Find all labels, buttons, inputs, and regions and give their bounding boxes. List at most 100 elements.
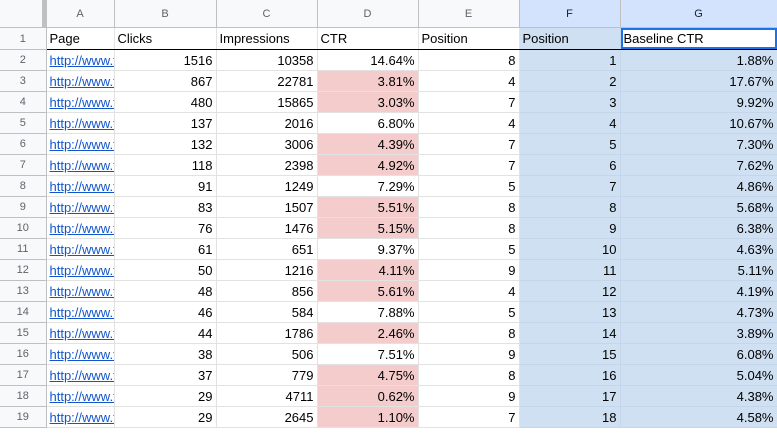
row-number[interactable]: 13 bbox=[0, 280, 47, 302]
page-url-cell[interactable]: http://www.t bbox=[46, 49, 115, 71]
position-cell[interactable]: 8 bbox=[418, 196, 520, 218]
baseline-position-cell[interactable]: 11 bbox=[519, 259, 621, 281]
baseline-position-cell[interactable]: 4 bbox=[519, 112, 621, 134]
clicks-cell[interactable]: 44 bbox=[114, 322, 217, 344]
impressions-cell[interactable]: 2016 bbox=[216, 112, 318, 134]
baseline-position-cell[interactable]: 1 bbox=[519, 49, 621, 71]
clicks-cell[interactable]: 50 bbox=[114, 259, 217, 281]
baseline-ctr-cell[interactable]: 3.89% bbox=[620, 322, 777, 344]
ctr-cell[interactable]: 1.10% bbox=[317, 406, 419, 428]
impressions-cell[interactable]: 1786 bbox=[216, 322, 318, 344]
ctr-cell[interactable]: 7.51% bbox=[317, 343, 419, 365]
baseline-position-cell[interactable]: 2 bbox=[519, 70, 621, 92]
impressions-cell[interactable]: 856 bbox=[216, 280, 318, 302]
ctr-cell[interactable]: 4.92% bbox=[317, 154, 419, 176]
row-number[interactable]: 2 bbox=[0, 49, 47, 71]
baseline-position-cell[interactable]: 18 bbox=[519, 406, 621, 428]
row-number[interactable]: 16 bbox=[0, 343, 47, 365]
baseline-ctr-cell[interactable]: 6.38% bbox=[620, 217, 777, 239]
page-url-cell[interactable]: http://www.t bbox=[46, 364, 115, 386]
clicks-cell[interactable]: 480 bbox=[114, 91, 217, 113]
baseline-position-cell[interactable]: 6 bbox=[519, 154, 621, 176]
impressions-cell[interactable]: 1216 bbox=[216, 259, 318, 281]
baseline-position-cell[interactable]: 12 bbox=[519, 280, 621, 302]
baseline-ctr-cell[interactable]: 9.92% bbox=[620, 91, 777, 113]
ctr-cell[interactable]: 4.75% bbox=[317, 364, 419, 386]
baseline-ctr-cell[interactable]: 5.68% bbox=[620, 196, 777, 218]
row-number[interactable]: 17 bbox=[0, 364, 47, 386]
page-url-cell[interactable]: http://www.t bbox=[46, 322, 115, 344]
row-number[interactable]: 14 bbox=[0, 301, 47, 323]
position-cell[interactable]: 4 bbox=[418, 112, 520, 134]
page-url-cell[interactable]: http://www.t bbox=[46, 196, 115, 218]
clicks-cell[interactable]: 37 bbox=[114, 364, 217, 386]
impressions-cell[interactable]: 506 bbox=[216, 343, 318, 365]
column-header-c[interactable]: C bbox=[216, 0, 318, 28]
header-cell-clicks[interactable]: Clicks bbox=[114, 27, 217, 50]
ctr-cell[interactable]: 4.39% bbox=[317, 133, 419, 155]
baseline-ctr-cell[interactable]: 4.19% bbox=[620, 280, 777, 302]
baseline-position-cell[interactable]: 7 bbox=[519, 175, 621, 197]
column-header-d[interactable]: D bbox=[317, 0, 419, 28]
clicks-cell[interactable]: 76 bbox=[114, 217, 217, 239]
clicks-cell[interactable]: 1516 bbox=[114, 49, 217, 71]
impressions-cell[interactable]: 15865 bbox=[216, 91, 318, 113]
impressions-cell[interactable]: 2398 bbox=[216, 154, 318, 176]
row-number[interactable]: 1 bbox=[0, 27, 47, 50]
impressions-cell[interactable]: 651 bbox=[216, 238, 318, 260]
clicks-cell[interactable]: 118 bbox=[114, 154, 217, 176]
row-number[interactable]: 6 bbox=[0, 133, 47, 155]
ctr-cell[interactable]: 5.61% bbox=[317, 280, 419, 302]
baseline-position-cell[interactable]: 3 bbox=[519, 91, 621, 113]
impressions-cell[interactable]: 22781 bbox=[216, 70, 318, 92]
ctr-cell[interactable]: 5.51% bbox=[317, 196, 419, 218]
ctr-cell[interactable]: 3.81% bbox=[317, 70, 419, 92]
header-cell-baseline-ctr[interactable]: Baseline CTR bbox=[620, 27, 777, 50]
row-number[interactable]: 5 bbox=[0, 112, 47, 134]
page-url-cell[interactable]: http://www.t bbox=[46, 112, 115, 134]
ctr-cell[interactable]: 9.37% bbox=[317, 238, 419, 260]
position-cell[interactable]: 9 bbox=[418, 385, 520, 407]
row-number[interactable]: 4 bbox=[0, 91, 47, 113]
baseline-ctr-cell[interactable]: 4.63% bbox=[620, 238, 777, 260]
row-number[interactable]: 12 bbox=[0, 259, 47, 281]
page-url-cell[interactable]: http://www.t bbox=[46, 406, 115, 428]
page-url-cell[interactable]: http://www.t bbox=[46, 343, 115, 365]
baseline-position-cell[interactable]: 10 bbox=[519, 238, 621, 260]
position-cell[interactable]: 9 bbox=[418, 259, 520, 281]
impressions-cell[interactable]: 584 bbox=[216, 301, 318, 323]
impressions-cell[interactable]: 10358 bbox=[216, 49, 318, 71]
position-cell[interactable]: 4 bbox=[418, 70, 520, 92]
page-url-cell[interactable]: http://www.t bbox=[46, 70, 115, 92]
baseline-position-cell[interactable]: 15 bbox=[519, 343, 621, 365]
baseline-position-cell[interactable]: 8 bbox=[519, 196, 621, 218]
impressions-cell[interactable]: 1249 bbox=[216, 175, 318, 197]
baseline-position-cell[interactable]: 17 bbox=[519, 385, 621, 407]
clicks-cell[interactable]: 137 bbox=[114, 112, 217, 134]
page-url-cell[interactable]: http://www.t bbox=[46, 133, 115, 155]
position-cell[interactable]: 7 bbox=[418, 154, 520, 176]
header-cell-impressions[interactable]: Impressions bbox=[216, 27, 318, 50]
baseline-ctr-cell[interactable]: 4.38% bbox=[620, 385, 777, 407]
row-number[interactable]: 10 bbox=[0, 217, 47, 239]
header-cell-position[interactable]: Position bbox=[418, 27, 520, 50]
ctr-cell[interactable]: 6.80% bbox=[317, 112, 419, 134]
position-cell[interactable]: 8 bbox=[418, 322, 520, 344]
position-cell[interactable]: 5 bbox=[418, 238, 520, 260]
row-number[interactable]: 19 bbox=[0, 406, 47, 428]
header-cell-ctr[interactable]: CTR bbox=[317, 27, 419, 50]
row-number[interactable]: 18 bbox=[0, 385, 47, 407]
clicks-cell[interactable]: 61 bbox=[114, 238, 217, 260]
row-number[interactable]: 7 bbox=[0, 154, 47, 176]
impressions-cell[interactable]: 4711 bbox=[216, 385, 318, 407]
clicks-cell[interactable]: 83 bbox=[114, 196, 217, 218]
baseline-ctr-cell[interactable]: 5.11% bbox=[620, 259, 777, 281]
clicks-cell[interactable]: 46 bbox=[114, 301, 217, 323]
baseline-position-cell[interactable]: 16 bbox=[519, 364, 621, 386]
baseline-position-cell[interactable]: 13 bbox=[519, 301, 621, 323]
page-url-cell[interactable]: http://www.t bbox=[46, 385, 115, 407]
baseline-position-cell[interactable]: 5 bbox=[519, 133, 621, 155]
baseline-position-cell[interactable]: 14 bbox=[519, 322, 621, 344]
position-cell[interactable]: 4 bbox=[418, 280, 520, 302]
row-number[interactable]: 8 bbox=[0, 175, 47, 197]
